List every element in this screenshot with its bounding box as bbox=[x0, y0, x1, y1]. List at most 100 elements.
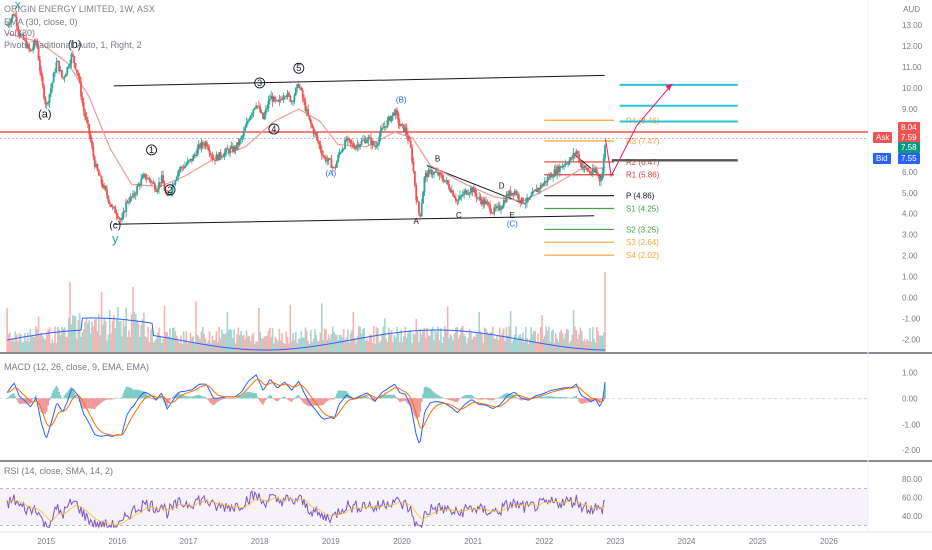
candle-body bbox=[490, 211, 493, 214]
candle-body bbox=[85, 117, 88, 120]
macd-histogram-bar bbox=[489, 398, 491, 401]
macd-histogram-bar bbox=[206, 398, 208, 399]
volume-bar bbox=[148, 342, 151, 352]
candle-body bbox=[48, 93, 51, 103]
volume-bar bbox=[248, 335, 251, 352]
macd-histogram-bar bbox=[526, 398, 528, 401]
candle-body bbox=[385, 126, 388, 128]
macd-histogram-bar bbox=[217, 398, 219, 402]
candle-body bbox=[101, 183, 104, 188]
candle-body bbox=[65, 73, 67, 77]
candle-body bbox=[39, 60, 41, 71]
macd-histogram-bar bbox=[93, 398, 96, 410]
volume-bar bbox=[115, 319, 118, 352]
candle-body bbox=[281, 99, 284, 100]
candle-body bbox=[182, 167, 185, 169]
volume-bar bbox=[55, 343, 58, 352]
volume-bar bbox=[152, 342, 155, 352]
macd-histogram-bar bbox=[186, 396, 189, 399]
pivots-indicator-label[interactable]: Pivots Traditional, Auto, 1, Right, 2 bbox=[4, 40, 142, 50]
candle-body bbox=[449, 188, 452, 193]
candle-body bbox=[288, 92, 290, 96]
macd-histogram-bar bbox=[553, 396, 556, 399]
wave-label: (c) bbox=[109, 220, 121, 231]
volume-bar bbox=[601, 336, 604, 352]
macd-histogram-bar bbox=[567, 397, 569, 399]
volume-bar bbox=[316, 341, 319, 352]
macd-histogram-bar bbox=[438, 395, 441, 399]
candle-body bbox=[222, 156, 225, 158]
candle-body bbox=[590, 173, 593, 175]
volume-bar bbox=[238, 335, 241, 352]
volume-bar bbox=[256, 341, 259, 352]
volume-bar bbox=[15, 334, 18, 352]
macd-histogram-bar bbox=[17, 398, 19, 403]
volume-bar bbox=[530, 327, 532, 352]
macd-histogram-bar bbox=[199, 395, 201, 399]
volume-bar bbox=[156, 332, 159, 352]
volume-bar bbox=[604, 272, 606, 352]
candle-body bbox=[319, 144, 322, 150]
macd-histogram-bar bbox=[498, 397, 501, 399]
candle-body bbox=[62, 77, 65, 79]
candle-body bbox=[305, 109, 308, 111]
macd-histogram-bar bbox=[303, 398, 305, 404]
macd-histogram-bar bbox=[264, 398, 267, 400]
macd-histogram-bar bbox=[106, 398, 108, 400]
time-tick-label: 2016 bbox=[108, 537, 126, 546]
volume-bar bbox=[262, 338, 264, 352]
candle-body bbox=[210, 153, 212, 156]
volume-bar bbox=[377, 328, 379, 352]
macd-histogram-bar bbox=[571, 397, 573, 399]
volume-bar bbox=[97, 314, 100, 352]
candle-body bbox=[193, 154, 196, 156]
rsi-indicator-label[interactable]: RSI (14, close, SMA, 14, 2) bbox=[4, 466, 114, 476]
macd-histogram-bar bbox=[301, 398, 304, 402]
volume-bar bbox=[182, 331, 185, 352]
macd-histogram-bar bbox=[45, 398, 48, 412]
candle-body bbox=[502, 200, 505, 207]
volume-bar bbox=[45, 332, 48, 352]
macd-histogram-bar bbox=[71, 389, 74, 399]
macd-histogram-bar bbox=[147, 395, 149, 399]
volume-bar bbox=[378, 342, 381, 352]
macd-histogram-bar bbox=[197, 394, 200, 399]
volume-bar bbox=[444, 326, 446, 352]
macd-indicator-label[interactable]: MACD (12, 26, close, 9, EMA, EMA) bbox=[4, 362, 150, 372]
macd-histogram-bar bbox=[407, 398, 409, 404]
candle-body bbox=[266, 108, 268, 110]
volume-bar bbox=[158, 327, 160, 352]
macd-histogram-bar bbox=[403, 398, 405, 401]
candle-body bbox=[229, 148, 232, 154]
ema-indicator-label[interactable]: EMA (30, close, 0) bbox=[4, 17, 78, 27]
macd-histogram-bar bbox=[437, 394, 439, 399]
volume-bar bbox=[223, 334, 226, 352]
macd-histogram-bar bbox=[604, 383, 606, 399]
price-tick-label: 12.00 bbox=[902, 42, 923, 51]
volume-bar bbox=[288, 343, 290, 352]
macd-histogram-bar bbox=[107, 398, 110, 400]
candle-body bbox=[130, 196, 133, 198]
volume-bar bbox=[559, 332, 561, 352]
volume-bar bbox=[82, 328, 85, 352]
macd-histogram-bar bbox=[561, 397, 564, 399]
volume-bar bbox=[338, 334, 341, 352]
volume-bar bbox=[452, 340, 454, 352]
candle-body bbox=[512, 192, 515, 195]
macd-histogram-bar bbox=[102, 398, 104, 402]
macd-histogram-bar bbox=[44, 398, 47, 415]
wave-labels: x (b) (a) (c)y 1 2 3 4 5 (A) (B) A B C D E(C) bbox=[15, 0, 518, 246]
macd-histogram-bar bbox=[232, 398, 234, 399]
candle-body bbox=[552, 176, 554, 178]
macd-histogram-bar bbox=[262, 398, 264, 405]
macd-histogram-bar bbox=[195, 395, 197, 399]
candle-body bbox=[77, 72, 80, 76]
macd-histogram-bar bbox=[99, 398, 101, 404]
volume-indicator-label[interactable]: Vol (30) bbox=[4, 28, 36, 38]
volume-bar bbox=[204, 338, 207, 352]
volume-bar bbox=[218, 326, 220, 352]
macd-histogram-bar bbox=[227, 398, 230, 399]
time-tick-label: 2018 bbox=[251, 537, 269, 546]
macd-histogram-bar bbox=[196, 395, 199, 399]
volume-bar bbox=[295, 331, 297, 352]
